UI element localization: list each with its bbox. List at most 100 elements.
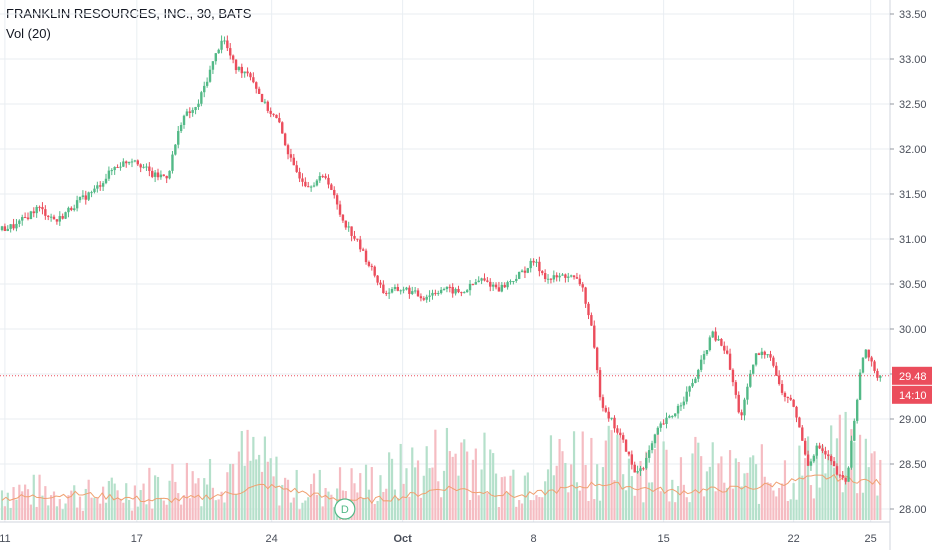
volume-bar <box>422 475 425 520</box>
volume-bar <box>705 471 709 520</box>
volume-bar <box>575 482 579 520</box>
volume-bar <box>70 490 73 520</box>
volume-bar <box>489 449 492 520</box>
volume-bar <box>506 492 509 520</box>
volume-bar <box>237 451 241 520</box>
candle-body <box>125 161 128 164</box>
volume-bar <box>587 501 590 520</box>
volume-bar <box>431 467 434 520</box>
candle-body <box>257 88 261 94</box>
candle-body <box>694 378 697 383</box>
candle-body <box>786 396 790 398</box>
x-tick-label: 22 <box>787 533 799 545</box>
candle-body <box>252 77 255 83</box>
candle-body <box>324 176 327 178</box>
candle-body <box>835 466 839 475</box>
volume-bar <box>113 483 116 520</box>
volume-bar <box>685 497 688 520</box>
candle-body <box>333 189 336 196</box>
x-tick-label: 11 <box>0 533 11 545</box>
candle-body <box>621 435 625 440</box>
volume-bar <box>806 436 810 520</box>
candle-body <box>454 288 457 294</box>
volume-bar <box>90 497 93 520</box>
volume-bar <box>6 492 9 520</box>
candle-body <box>725 350 729 354</box>
volume-bar <box>214 500 217 520</box>
candle-body <box>445 286 449 290</box>
candle-body <box>474 282 478 285</box>
volume-bar <box>824 473 827 520</box>
volume-bar <box>102 486 105 520</box>
candle-body <box>234 59 238 71</box>
candle-body <box>595 347 599 371</box>
volume-bar <box>61 509 64 520</box>
candle-body <box>353 235 356 239</box>
volume-bar <box>642 502 645 520</box>
candle-body <box>278 118 281 123</box>
candle-body <box>38 206 41 208</box>
volume-bar <box>610 430 613 520</box>
candle-body <box>766 354 769 356</box>
volume-bar <box>772 490 775 520</box>
candle-body <box>483 278 486 281</box>
volume-bar <box>99 503 102 520</box>
volume-bar <box>139 490 142 520</box>
volume-bar <box>679 457 683 520</box>
y-tick-label: 32.50 <box>899 99 927 111</box>
candle-body <box>393 287 397 290</box>
volume-bar <box>448 451 451 520</box>
volume-bar <box>428 468 431 520</box>
candle-body <box>208 69 212 82</box>
candle-body <box>775 365 778 376</box>
dividend-marker[interactable] <box>334 498 356 520</box>
volume-bar <box>492 453 495 520</box>
candle-body <box>153 172 157 177</box>
volume-bar <box>622 474 625 520</box>
volume-bar <box>226 472 229 520</box>
volume-bar <box>174 481 177 520</box>
candle-body <box>821 448 824 451</box>
candle-body <box>327 177 330 185</box>
volume-bar <box>122 502 125 520</box>
volume-bar <box>307 497 310 520</box>
volume-indicator-label[interactable]: Vol (20) <box>6 26 51 41</box>
volume-bar <box>171 463 174 520</box>
candle-body <box>156 172 160 178</box>
volume-bar <box>526 472 529 520</box>
candle-body <box>214 53 217 62</box>
volume-bar <box>792 483 795 520</box>
volume-bar <box>130 510 134 520</box>
volume-bar <box>304 500 307 520</box>
volume-bar <box>682 484 685 520</box>
volume-bar <box>145 504 148 520</box>
candle-body <box>425 296 428 300</box>
candle-body <box>367 261 371 266</box>
candle-body <box>471 283 475 285</box>
candle-body <box>275 114 278 119</box>
volume-bar <box>694 436 697 520</box>
volume-bar <box>743 473 746 520</box>
candle-body <box>555 275 558 278</box>
candle-body <box>96 185 99 189</box>
candle-body <box>590 315 593 326</box>
volume-bar <box>769 483 772 520</box>
volume-bar <box>440 497 443 520</box>
candle-body <box>416 290 420 297</box>
candle-body <box>171 154 174 171</box>
candle-body <box>15 223 18 229</box>
volume-bar <box>598 500 602 520</box>
candle-body <box>119 166 122 168</box>
candle-body <box>428 295 431 297</box>
candle-body <box>12 224 15 229</box>
candle-body <box>237 66 241 71</box>
candle-body <box>347 226 350 228</box>
volume-bar <box>809 485 813 520</box>
volume-bar <box>474 448 477 520</box>
candle-body <box>838 474 842 476</box>
volume-bar <box>500 477 503 520</box>
candle-body <box>818 445 821 449</box>
volume-bar <box>786 501 789 520</box>
volume-bar <box>272 476 275 520</box>
